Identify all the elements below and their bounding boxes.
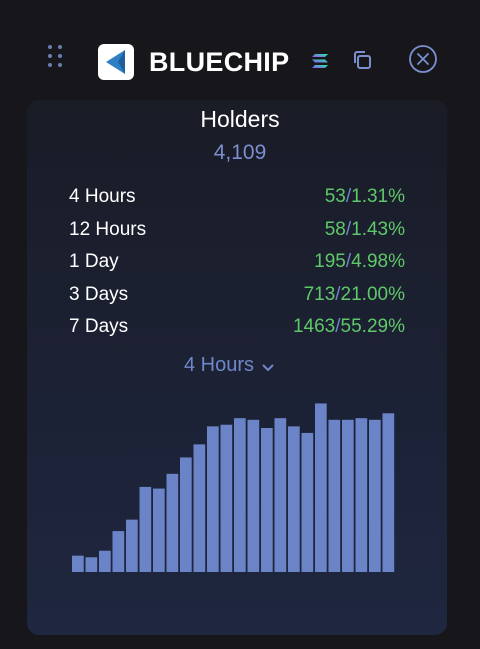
copy-icon[interactable] — [351, 49, 373, 71]
chart-bar — [153, 488, 165, 572]
chart-bar — [234, 418, 246, 572]
chart-bar — [274, 418, 287, 572]
chart-bar — [369, 419, 381, 572]
app-title: BLUECHIP — [149, 47, 290, 77]
chart-bar — [382, 413, 395, 572]
close-circle-icon[interactable] — [408, 44, 438, 74]
stat-count: 1463 — [292, 316, 336, 337]
period-dropdown-value: 4 Hours — [184, 354, 255, 376]
chart-bar — [112, 531, 125, 572]
bluechip-logo-icon — [98, 44, 134, 80]
stat-count: 53 — [324, 186, 346, 207]
chart-bar — [166, 473, 179, 572]
stat-row-12h: 12 Hours 58/1.43% — [69, 216, 405, 249]
stat-separator: / — [335, 316, 341, 337]
stat-period: 1 Day — [69, 251, 119, 272]
stat-count: 195 — [314, 251, 346, 272]
chart-bar — [220, 424, 233, 572]
chart-bar — [355, 418, 368, 572]
stat-separator: / — [335, 283, 341, 305]
holder-change-stats: 4 Hours 53/1.31% 12 Hours 58/1.43% 1 Day… — [69, 183, 405, 346]
chart-bar — [261, 428, 273, 572]
chart-bar — [126, 519, 138, 572]
chart-bar — [207, 426, 219, 572]
holders-label: Holders — [200, 106, 280, 132]
stat-period: 12 Hours — [69, 218, 147, 240]
stat-separator: / — [345, 186, 352, 207]
chart-bar — [288, 426, 300, 572]
stat-separator: / — [345, 251, 352, 272]
stat-period: 4 Hours — [69, 186, 136, 207]
chart-bar — [180, 457, 192, 572]
holders-bar-chart — [72, 403, 395, 572]
stat-row-7d: 7 Days 1463/55.29% — [69, 313, 405, 346]
stat-period: 3 Days — [69, 283, 129, 305]
chevron-down-icon — [262, 353, 274, 379]
chart-bar — [301, 432, 314, 572]
chart-bar — [315, 403, 327, 572]
stat-percent: 55.29% — [340, 316, 405, 337]
chart-bar — [342, 419, 354, 572]
solana-icon — [312, 54, 328, 68]
stat-count: 58 — [324, 218, 346, 240]
chart-bar — [85, 557, 98, 572]
stat-percent: 1.43% — [351, 218, 405, 240]
stat-row-4h: 4 Hours 53/1.31% — [69, 183, 405, 216]
chart-bar — [193, 444, 206, 572]
stat-percent: 4.98% — [351, 251, 405, 272]
panel-header: BLUECHIP — [0, 0, 480, 100]
stat-row-3d: 3 Days 713/21.00% — [69, 281, 405, 314]
holders-count: 4,109 — [213, 141, 267, 164]
chart-bar — [247, 419, 260, 572]
stat-percent: 21.00% — [340, 283, 405, 305]
stat-period: 7 Days — [69, 316, 129, 337]
stat-count: 713 — [303, 283, 336, 305]
period-dropdown[interactable]: 4 Hours — [184, 352, 274, 378]
drag-handle-icon[interactable] — [48, 45, 68, 73]
stat-separator: / — [345, 218, 352, 240]
stat-percent: 1.31% — [351, 186, 405, 207]
chart-bar — [99, 550, 111, 572]
chart-bar — [72, 555, 84, 572]
chart-bar — [139, 486, 152, 572]
chart-bar — [328, 419, 341, 572]
stat-row-1d: 1 Day 195/4.98% — [69, 248, 405, 281]
